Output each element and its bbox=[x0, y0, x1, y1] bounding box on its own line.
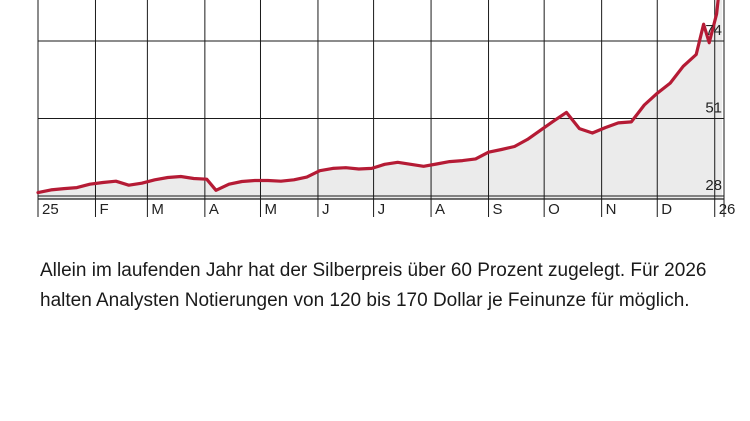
data-point bbox=[539, 129, 542, 132]
y-tick-label: 51 bbox=[705, 100, 722, 117]
data-point bbox=[715, 12, 718, 16]
data-point bbox=[101, 181, 105, 184]
data-point bbox=[279, 180, 283, 183]
data-point bbox=[487, 151, 490, 154]
x-tick-label: M bbox=[151, 201, 164, 218]
data-point bbox=[127, 184, 130, 187]
x-tick-label: 25 bbox=[42, 201, 59, 218]
data-point bbox=[448, 160, 451, 163]
x-tick-label: J bbox=[378, 201, 386, 218]
x-tick-label: J bbox=[322, 201, 330, 218]
chart-caption: Allein im laufenden Jahr hat der Silberp… bbox=[40, 260, 707, 311]
data-point bbox=[708, 41, 711, 44]
x-tick-label: 26 bbox=[719, 201, 736, 218]
series-line bbox=[36, 0, 720, 195]
data-point bbox=[266, 179, 270, 182]
data-point bbox=[227, 183, 231, 186]
data-point bbox=[331, 167, 334, 170]
data-point bbox=[656, 92, 659, 95]
data-point bbox=[114, 180, 118, 183]
data-point bbox=[292, 178, 296, 181]
data-point bbox=[253, 179, 257, 182]
data-point bbox=[409, 163, 412, 166]
y-tick-label: 28 bbox=[705, 177, 722, 194]
data-point bbox=[370, 167, 373, 170]
data-point bbox=[474, 157, 477, 161]
data-point bbox=[565, 111, 568, 114]
data-point bbox=[422, 165, 425, 168]
data-point bbox=[357, 167, 360, 171]
data-point bbox=[166, 176, 169, 179]
data-point bbox=[513, 145, 516, 148]
data-point bbox=[205, 178, 208, 181]
silver-price-chart: 25 F M A M J J A S O N D 26 28 51 74 bbox=[36, 0, 736, 218]
data-point bbox=[153, 178, 156, 181]
chart-svg: 25 F M A M J J A S O N D 26 28 51 74 bbox=[36, 0, 736, 218]
data-point bbox=[344, 166, 347, 169]
data-point bbox=[36, 191, 40, 194]
data-point bbox=[617, 121, 620, 125]
data-point bbox=[140, 182, 143, 185]
data-point bbox=[49, 188, 53, 192]
data-point bbox=[461, 159, 464, 162]
data-point bbox=[396, 161, 399, 164]
x-tick-label: S bbox=[493, 201, 503, 218]
data-point bbox=[383, 163, 386, 166]
data-point bbox=[435, 162, 438, 166]
data-point bbox=[240, 180, 244, 183]
data-point bbox=[630, 120, 633, 124]
data-point bbox=[192, 177, 195, 180]
data-point bbox=[552, 120, 555, 123]
data-point bbox=[305, 175, 308, 179]
x-tick-label: O bbox=[548, 201, 560, 218]
x-tick-label: A bbox=[435, 201, 445, 218]
x-tick-label: F bbox=[99, 201, 108, 218]
data-point bbox=[214, 189, 218, 192]
data-point bbox=[643, 103, 646, 107]
data-point bbox=[88, 183, 92, 186]
x-tick-label: M bbox=[264, 201, 277, 218]
data-point bbox=[179, 175, 182, 178]
data-point bbox=[75, 186, 79, 189]
x-tick-label: N bbox=[606, 201, 617, 218]
data-point bbox=[669, 81, 672, 85]
data-point bbox=[526, 138, 529, 141]
data-point bbox=[604, 126, 607, 129]
data-point bbox=[682, 65, 685, 68]
x-tick-label: D bbox=[661, 201, 672, 218]
y-tick-label: 74 bbox=[705, 22, 722, 39]
data-point bbox=[318, 169, 321, 172]
data-point bbox=[578, 127, 581, 130]
data-point bbox=[591, 131, 594, 135]
area-fill bbox=[38, 0, 723, 199]
data-point bbox=[500, 148, 503, 151]
data-point bbox=[702, 23, 705, 26]
x-tick-label: A bbox=[209, 201, 219, 218]
data-point bbox=[695, 53, 698, 56]
data-point bbox=[62, 187, 66, 190]
